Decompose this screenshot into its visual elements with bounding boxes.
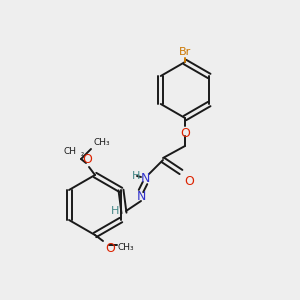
Text: H: H [111, 206, 119, 216]
Text: CH: CH [64, 147, 77, 156]
Text: O: O [180, 127, 190, 140]
Text: O: O [184, 175, 194, 188]
Text: CH₃: CH₃ [118, 242, 135, 251]
Text: Br: Br [179, 47, 191, 57]
Text: ₂: ₂ [81, 149, 84, 158]
Text: O: O [105, 242, 115, 255]
Text: H: H [132, 171, 140, 181]
Text: O: O [82, 153, 92, 166]
Text: CH₃: CH₃ [93, 138, 110, 147]
Text: N: N [140, 172, 150, 184]
Text: N: N [136, 190, 146, 202]
